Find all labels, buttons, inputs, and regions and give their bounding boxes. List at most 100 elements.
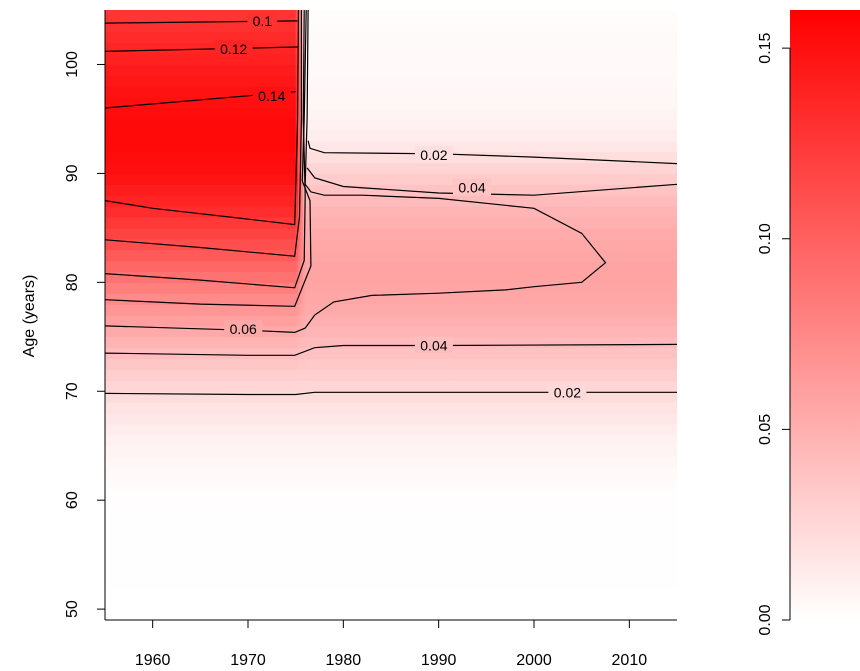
contour-label: 0.12 <box>214 40 253 58</box>
heatmap-cell <box>248 543 297 556</box>
legend-tick-label: 0.15 <box>757 32 774 63</box>
heatmap-cell <box>200 489 249 501</box>
heatmap-cell <box>200 227 249 240</box>
heatmap-cell <box>591 391 640 403</box>
heatmap-cell <box>105 554 154 567</box>
heatmap-cell <box>352 64 402 76</box>
heatmap-cell <box>495 227 545 240</box>
y-axis: 50 60 70 80 90 100 <box>64 51 105 618</box>
heatmap-cell <box>591 108 640 120</box>
heatmap-cell <box>248 206 297 218</box>
heatmap-cell <box>298 86 302 98</box>
heatmap-cell <box>543 173 592 185</box>
heatmap-cell <box>591 173 640 185</box>
heatmap-cell <box>298 53 302 66</box>
heatmap-cell <box>591 53 640 66</box>
heatmap-cell <box>298 325 302 338</box>
heatmap-cell <box>302 521 306 534</box>
heatmap-cell <box>400 489 449 501</box>
x-tick-label: 1960 <box>135 652 171 669</box>
heatmap-cell <box>495 380 545 392</box>
heatmap-cell <box>302 336 306 349</box>
heatmap-cell <box>448 380 497 392</box>
heatmap-cell <box>305 489 354 501</box>
heatmap-cell <box>295 195 299 207</box>
heatmap-cell <box>543 576 592 588</box>
heatmap-cell <box>248 53 297 66</box>
heatmap-cell <box>448 75 497 87</box>
heatmap-cell <box>448 86 497 98</box>
heatmap-cell <box>543 587 592 599</box>
heatmap-cell <box>295 609 299 620</box>
heatmap-cell <box>352 140 402 153</box>
heatmap-cell <box>400 402 449 414</box>
heatmap-cell <box>200 140 249 153</box>
x-tick-label: 2000 <box>516 652 552 669</box>
heatmap-cell <box>495 86 545 98</box>
heatmap-cell <box>105 31 154 44</box>
heatmap-cell <box>495 10 545 22</box>
heatmap-cell <box>638 238 677 251</box>
heatmap-cell <box>152 532 201 545</box>
heatmap-cell <box>543 118 592 131</box>
heatmap-cell <box>200 511 249 523</box>
heatmap-cell <box>638 97 677 109</box>
heatmap-cell <box>638 227 677 240</box>
heatmap-cell <box>105 86 154 98</box>
heatmap-cell <box>200 565 249 578</box>
heatmap-cell <box>305 500 354 512</box>
heatmap-cell <box>298 543 302 556</box>
heatmap-cell <box>300 380 304 392</box>
heatmap-cell <box>638 216 677 229</box>
heatmap-cell <box>300 543 304 556</box>
heatmap-cell <box>105 151 154 164</box>
heatmap-cell <box>591 413 640 425</box>
heatmap-cell <box>305 336 354 349</box>
heatmap-cell <box>295 162 299 174</box>
heatmap-cell <box>200 86 249 98</box>
heatmap-cell <box>543 456 592 469</box>
heatmap-cell <box>200 423 249 436</box>
heatmap-cell <box>400 478 449 490</box>
heatmap-cell <box>591 86 640 98</box>
heatmap-cell <box>248 227 297 240</box>
heatmap-cell <box>298 238 302 251</box>
heatmap-cell <box>200 467 249 479</box>
heatmap-cell <box>400 369 449 381</box>
heatmap-cell <box>300 336 304 349</box>
heatmap-cell <box>495 129 545 142</box>
heatmap-cell <box>302 195 306 207</box>
heatmap-cell <box>152 293 201 305</box>
heatmap-cell <box>591 347 640 360</box>
heatmap-cell <box>152 598 201 610</box>
heatmap-cell <box>298 554 302 567</box>
heatmap-cell <box>200 554 249 567</box>
heatmap-cell <box>638 543 677 556</box>
heatmap-cell <box>400 445 449 458</box>
heatmap-cell <box>495 391 545 403</box>
heatmap-cell <box>448 31 497 44</box>
heatmap-cell <box>448 53 497 66</box>
heatmap-cell <box>352 42 402 55</box>
heatmap-cell <box>305 325 354 338</box>
heatmap-cell <box>248 195 297 207</box>
heatmap-cell <box>543 532 592 545</box>
heatmap-cell <box>152 184 201 196</box>
heatmap-cell <box>352 500 402 512</box>
heatmap-cell <box>543 129 592 142</box>
heatmap-cell <box>300 511 304 523</box>
heatmap-cell <box>352 347 402 360</box>
contour-label-bg <box>414 145 453 163</box>
heatmap-cell <box>152 227 201 240</box>
heatmap-cell <box>295 282 299 294</box>
heatmap-cell <box>302 609 306 620</box>
heatmap-cell <box>295 184 299 196</box>
contour-label-text: 0.06 <box>230 321 257 337</box>
heatmap-cell <box>152 173 201 185</box>
heatmap-cell <box>591 271 640 283</box>
heatmap-cell <box>591 336 640 349</box>
heatmap-cell <box>302 587 306 599</box>
heatmap-cell <box>400 358 449 371</box>
heatmap-cell <box>105 478 154 490</box>
heatmap-cell <box>305 369 354 381</box>
